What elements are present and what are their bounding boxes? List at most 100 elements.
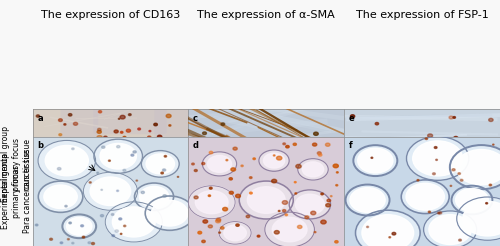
Circle shape <box>110 210 115 214</box>
Circle shape <box>130 197 132 198</box>
Circle shape <box>158 176 162 178</box>
Circle shape <box>130 150 135 154</box>
Circle shape <box>366 226 368 228</box>
Circle shape <box>138 128 140 130</box>
Circle shape <box>401 180 449 214</box>
Circle shape <box>66 158 68 159</box>
Circle shape <box>141 212 144 214</box>
Circle shape <box>298 159 328 180</box>
Circle shape <box>64 124 66 125</box>
Circle shape <box>65 205 67 207</box>
Circle shape <box>175 200 176 201</box>
Circle shape <box>62 155 66 158</box>
Circle shape <box>233 147 237 150</box>
Circle shape <box>202 162 205 165</box>
Circle shape <box>458 173 460 174</box>
Circle shape <box>50 176 51 177</box>
Circle shape <box>419 180 422 181</box>
Circle shape <box>202 152 236 176</box>
Circle shape <box>434 147 437 149</box>
Circle shape <box>164 183 167 185</box>
Circle shape <box>443 177 448 180</box>
Circle shape <box>120 157 124 160</box>
Circle shape <box>158 135 162 138</box>
Circle shape <box>86 187 90 190</box>
Circle shape <box>244 141 249 145</box>
Circle shape <box>163 195 166 197</box>
Circle shape <box>45 145 88 176</box>
Circle shape <box>52 205 57 209</box>
Circle shape <box>203 220 207 223</box>
Circle shape <box>59 145 62 146</box>
Circle shape <box>131 154 134 156</box>
Circle shape <box>161 172 164 174</box>
Circle shape <box>229 178 232 180</box>
Circle shape <box>236 224 239 226</box>
Circle shape <box>97 130 102 133</box>
Circle shape <box>123 136 126 138</box>
Circle shape <box>474 169 478 172</box>
Circle shape <box>208 195 210 197</box>
Circle shape <box>130 139 134 143</box>
Circle shape <box>63 155 67 158</box>
Circle shape <box>484 206 488 210</box>
Circle shape <box>336 172 338 173</box>
Circle shape <box>326 204 330 207</box>
Circle shape <box>166 114 171 118</box>
Circle shape <box>172 175 174 177</box>
Circle shape <box>68 114 72 116</box>
Circle shape <box>250 192 252 194</box>
Circle shape <box>152 200 188 226</box>
Circle shape <box>44 185 77 208</box>
Circle shape <box>336 184 338 186</box>
Circle shape <box>61 169 66 173</box>
Circle shape <box>456 197 500 240</box>
Circle shape <box>126 129 130 132</box>
Circle shape <box>377 157 381 159</box>
Circle shape <box>89 182 92 183</box>
Circle shape <box>50 238 52 240</box>
Circle shape <box>216 219 220 223</box>
Circle shape <box>105 212 108 214</box>
Circle shape <box>358 148 393 173</box>
Circle shape <box>468 214 472 217</box>
Circle shape <box>276 165 280 168</box>
Circle shape <box>444 167 448 170</box>
Circle shape <box>144 154 150 157</box>
Circle shape <box>172 190 174 192</box>
Circle shape <box>314 231 316 233</box>
Circle shape <box>148 136 151 138</box>
Circle shape <box>94 211 100 215</box>
Circle shape <box>43 190 48 194</box>
Circle shape <box>404 168 407 170</box>
Circle shape <box>406 183 444 210</box>
Circle shape <box>272 179 276 183</box>
Circle shape <box>333 164 338 168</box>
Circle shape <box>141 191 144 194</box>
Circle shape <box>454 137 458 139</box>
Circle shape <box>327 199 330 202</box>
Circle shape <box>239 181 294 219</box>
Circle shape <box>484 154 486 155</box>
Circle shape <box>176 189 180 192</box>
Circle shape <box>282 210 286 212</box>
Circle shape <box>363 179 364 180</box>
Circle shape <box>218 232 220 233</box>
Circle shape <box>417 180 419 181</box>
Circle shape <box>64 185 66 186</box>
Circle shape <box>194 169 198 171</box>
Circle shape <box>489 184 492 186</box>
Circle shape <box>74 122 78 125</box>
Circle shape <box>488 118 493 122</box>
Circle shape <box>133 155 138 159</box>
Circle shape <box>462 195 467 198</box>
Circle shape <box>274 231 280 234</box>
Circle shape <box>38 181 83 212</box>
Circle shape <box>408 182 410 183</box>
Circle shape <box>236 161 240 164</box>
Circle shape <box>136 139 138 140</box>
Circle shape <box>222 207 228 211</box>
Circle shape <box>62 215 96 238</box>
Circle shape <box>96 172 98 173</box>
Circle shape <box>51 152 54 154</box>
